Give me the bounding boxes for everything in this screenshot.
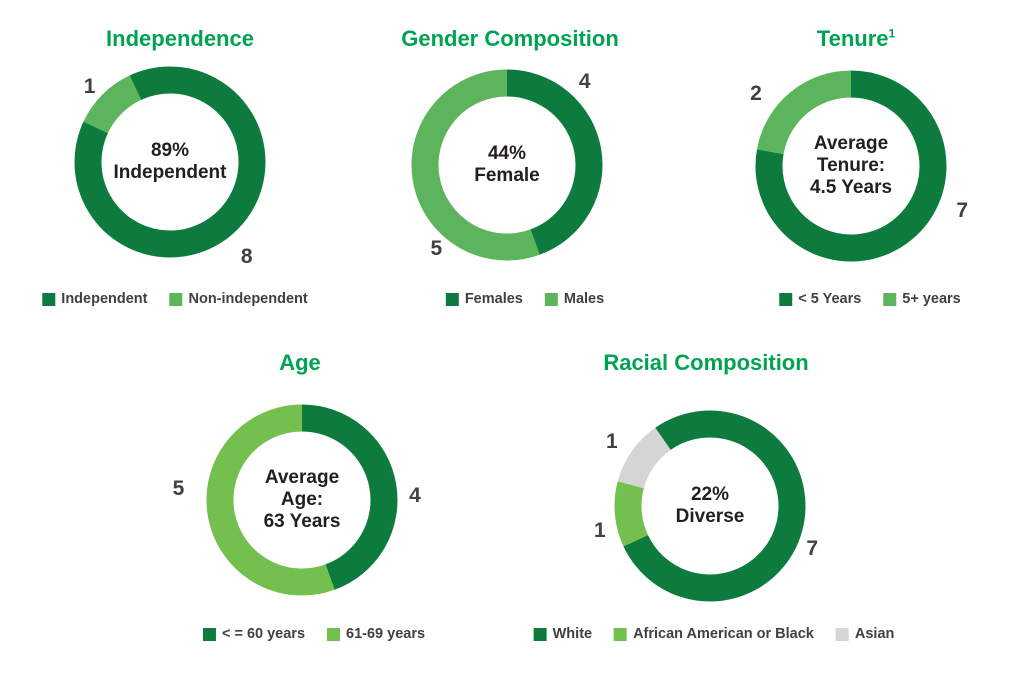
legend-label: < 5 Years [798,291,862,307]
legend-item: Asian [835,626,895,642]
donut-center-label: Average Age: 63 Years [264,467,341,533]
donut-chart-age: Average Age: 63 Years 4 5 [162,360,442,640]
donut-segment [617,427,672,489]
chart-title-text: Gender Composition [401,26,619,51]
center-line: 63 Years [263,511,341,533]
segment-value-label: 8 [240,244,253,268]
segment-value-label: 1 [606,430,618,454]
segment-value-label: 5 [430,237,443,261]
legend-swatch-icon [327,627,341,641]
legend-item: < 5 Years [779,291,861,307]
segment-value-label: 1 [83,74,96,98]
center-line: Independent [113,162,227,183]
center-line: 44% [487,142,527,164]
center-line: Age: [280,488,324,510]
legend-swatch-icon [883,292,897,306]
legend-item: < = 60 years [202,626,306,642]
legend-label: Males [563,291,605,307]
center-line: Tenure: [816,154,886,176]
legend-tenure: < 5 Years 5+ years [779,291,961,307]
donut-segment [206,404,335,596]
legend-independence: Independent Non-independent [42,291,308,307]
donut-segment [74,66,266,258]
legend-swatch-icon [42,292,56,306]
legend-item: 61-69 years [327,626,425,642]
legend-label: White [552,626,593,642]
legend-racial: White African American or Black Asian [533,626,895,642]
donut-segment [301,404,398,590]
legend-label: Females [464,291,523,307]
segment-value-label: 7 [956,198,969,222]
legend-item: Females [445,291,523,307]
legend-item: African American or Black [614,626,814,642]
donut-chart-independence: 89% Independent 8 1 [30,22,310,302]
chart-title-text: Tenure [816,26,889,51]
legend-age: < = 60 years 61-69 years [202,626,425,642]
legend-item: Non-independent [169,291,308,307]
legend-label: Independent [61,291,148,307]
legend-swatch-icon [169,292,183,306]
donut-chart-tenure: Average Tenure: 4.5 Years 7 2 [711,26,991,306]
legend-label: African American or Black [633,626,814,642]
donut-ring [755,70,947,262]
chart-title-age: Age [279,350,321,376]
donut-segment [623,410,806,602]
donut-segment [755,70,947,262]
donut-center-label: 44% Female [474,143,539,187]
legend-label: Non-independent [188,291,308,307]
chart-title-racial: Racial Composition [603,350,808,376]
legend-item: White [533,626,593,642]
chart-title-text: Racial Composition [603,350,809,375]
legend-item: 5+ years [883,291,961,307]
segment-value-label: 2 [750,82,762,106]
donut-chart-racial: 22% Diverse 7 1 1 [570,366,850,646]
segment-value-label: 4 [578,69,591,93]
center-line: Average [264,466,340,488]
donut-segment [83,75,142,134]
donut-segment [756,70,852,155]
legend-swatch-icon [614,627,628,641]
legend-swatch-icon [202,627,216,641]
center-line: 22% [690,483,730,505]
chart-title-gender: Gender Composition [401,26,619,52]
center-line: 4.5 Years [809,177,893,199]
donut-chart-gender: 44% Female 4 5 [367,25,647,305]
donut-center-label: Average Tenure: 4.5 Years [810,133,892,199]
donut-ring [614,410,806,602]
chart-title-tenure: Tenure1 [817,26,895,52]
chart-title-text: Age [279,350,321,375]
center-line: 89% [150,139,190,161]
center-line: Average [813,132,889,154]
legend-label: 61-69 years [346,626,426,642]
legend-gender: Females Males [445,291,605,307]
legend-label: 5+ years [902,291,961,307]
segment-value-label: 5 [172,477,185,501]
segment-value-label: 1 [594,519,606,543]
legend-swatch-icon [544,292,558,306]
center-line: Female [474,165,540,186]
legend-swatch-icon [835,627,849,641]
legend-swatch-icon [533,627,547,641]
donut-ring [74,66,266,258]
legend-label: < = 60 years [221,626,306,642]
legend-swatch-icon [779,292,793,306]
center-line: Diverse [675,506,745,527]
legend-label: Asian [854,626,895,642]
chart-title-text: Independence [106,26,254,51]
donut-center-label: 89% Independent [114,140,227,184]
donut-ring [206,404,398,596]
chart-title-independence: Independence [106,26,254,52]
footnote-marker: 1 [888,26,896,41]
segment-value-label: 4 [409,484,421,508]
legend-swatch-icon [445,292,459,306]
legend-item: Males [544,291,605,307]
donut-center-label: 22% Diverse [676,484,745,528]
segment-value-label: 7 [806,537,819,561]
donut-ring [411,69,603,261]
donut-segment [614,481,649,547]
donut-segment [411,69,540,261]
donut-segment [506,69,603,255]
legend-item: Independent [42,291,147,307]
